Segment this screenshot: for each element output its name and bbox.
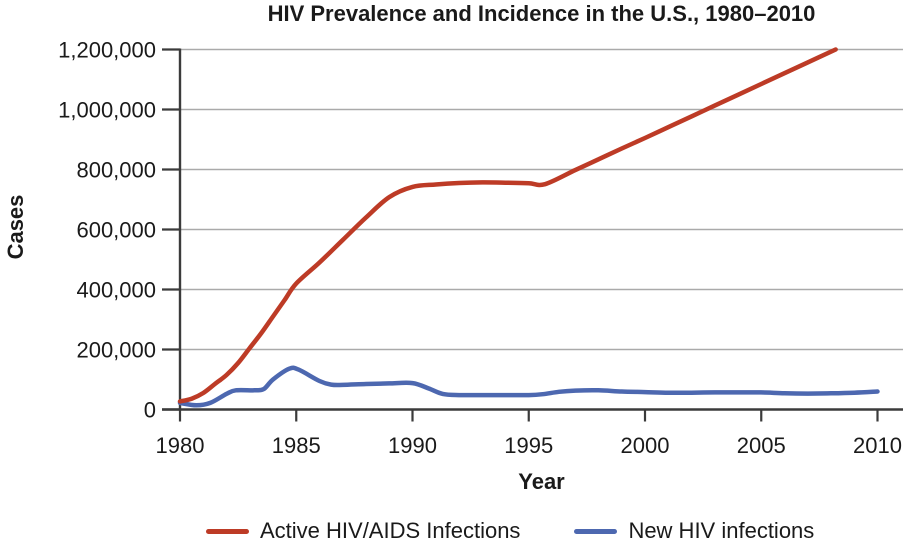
gridlines bbox=[178, 48, 903, 351]
chart-title: HIV Prevalence and Incidence in the U.S.… bbox=[267, 1, 816, 26]
x-tick-label: 2005 bbox=[737, 433, 786, 458]
plot-area: 0 200,000 400,000 600,000 800,000 1,000,000 1,… bbox=[58, 38, 903, 458]
x-tick-label: 1980 bbox=[156, 433, 205, 458]
x-tick-label: 1985 bbox=[272, 433, 321, 458]
y-tick-label: 800,000 bbox=[76, 158, 156, 183]
legend-label-active-hiv: Active HIV/AIDS Infections bbox=[260, 518, 521, 543]
x-tick-label: 2010 bbox=[853, 433, 902, 458]
y-tick-label: 1,200,000 bbox=[58, 38, 156, 63]
legend-item-new-hiv: New HIV infections bbox=[574, 518, 814, 544]
series-line-new-hiv bbox=[177, 365, 880, 408]
legend-swatch-active-hiv-icon bbox=[206, 528, 249, 534]
legend-item-active-hiv: Active HIV/AIDS Infections bbox=[206, 518, 520, 544]
x-axis-label: Year bbox=[518, 469, 565, 494]
legend-label-new-hiv: New HIV infections bbox=[628, 518, 815, 543]
series-line-active-hiv bbox=[177, 47, 838, 404]
y-tick-label: 600,000 bbox=[76, 218, 156, 243]
y-tick-label: 1,000,000 bbox=[58, 98, 156, 123]
x-tick-label: 1990 bbox=[388, 433, 437, 458]
y-tick-label: 200,000 bbox=[76, 338, 156, 363]
y-tick-label: 400,000 bbox=[76, 278, 156, 303]
legend-swatch-new-hiv-icon bbox=[574, 528, 618, 534]
x-tick-label: 1995 bbox=[504, 433, 553, 458]
legend: Active HIV/AIDS Infections New HIV infec… bbox=[206, 518, 814, 544]
y-tick-label: 0 bbox=[144, 398, 156, 423]
x-tick-label: 2000 bbox=[621, 433, 670, 458]
x-axis-ticks: 1980 1985 1990 1995 2000 2005 2010 bbox=[156, 409, 902, 458]
y-axis-ticks: 0 200,000 400,000 600,000 800,000 1,000,000 1,… bbox=[58, 38, 180, 423]
